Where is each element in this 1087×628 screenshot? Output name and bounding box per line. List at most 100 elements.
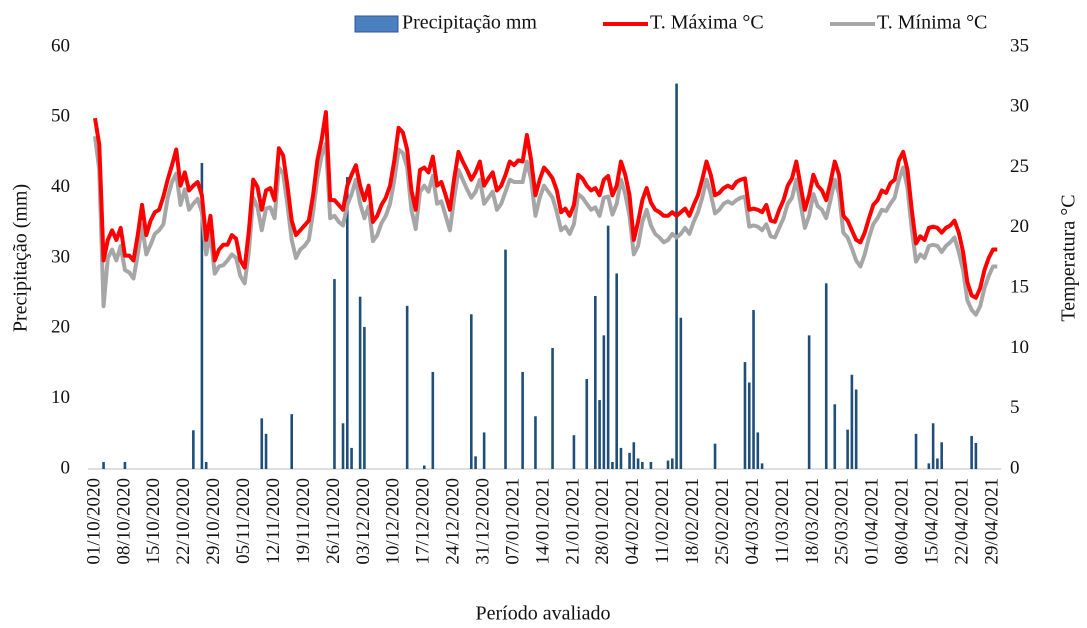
bar <box>743 362 747 469</box>
bar <box>824 283 828 469</box>
x-tick-label: 14/01/2021 <box>532 478 553 565</box>
x-tick-label: 11/03/2021 <box>772 478 793 564</box>
x-tick-label: 12/11/2020 <box>263 478 284 564</box>
bar <box>846 429 849 469</box>
bar <box>521 371 524 469</box>
bar <box>641 461 644 469</box>
y-tick-label: 40 <box>51 176 70 197</box>
bar <box>431 371 435 469</box>
x-tick-label: 21/01/2021 <box>562 478 583 565</box>
bar <box>341 423 345 469</box>
y-tick-label: 10 <box>51 387 70 408</box>
bar <box>102 461 105 469</box>
x-tick-label: 15/04/2021 <box>921 478 942 565</box>
x-tick-label: 29/04/2021 <box>981 478 1002 565</box>
y2-tick-label: 15 <box>1010 277 1029 298</box>
y-axis-title: Precipitação (mm) <box>10 184 32 332</box>
bar <box>333 279 336 469</box>
legend-swatch <box>354 15 399 33</box>
y2-axis-title: Temperatura °C <box>1058 194 1080 321</box>
bar <box>760 463 764 469</box>
bar <box>290 414 294 469</box>
bar <box>675 83 678 469</box>
legend-label: T. Mínima °C <box>877 12 987 34</box>
bar <box>974 442 978 469</box>
y-tick-label: 50 <box>51 106 70 127</box>
x-axis-title: Período avaliado <box>476 603 611 625</box>
bar <box>602 335 606 469</box>
bar <box>482 432 486 469</box>
bar <box>260 418 264 469</box>
bar <box>752 310 755 469</box>
y-tick-label: 0 <box>61 457 71 478</box>
y2-tick-label: 5 <box>1010 397 1020 418</box>
bar <box>807 335 811 469</box>
bar <box>585 378 589 469</box>
bar <box>200 163 204 470</box>
bar <box>350 447 353 469</box>
bar <box>927 463 931 469</box>
bar <box>264 433 268 469</box>
y2-tick-label: 0 <box>1010 457 1020 478</box>
bar <box>358 296 362 469</box>
bar <box>615 273 618 469</box>
bar <box>606 225 610 469</box>
x-tick-label: 18/03/2021 <box>802 478 823 565</box>
x-tick-label: 05/11/2020 <box>233 478 254 564</box>
bar <box>470 314 473 469</box>
bar <box>850 374 854 469</box>
x-tick-label: 15/10/2020 <box>143 478 164 565</box>
bar <box>619 447 623 469</box>
x-tick-label: 29/10/2020 <box>203 478 224 565</box>
x-tick-label: 08/04/2021 <box>892 478 913 565</box>
bar <box>504 249 507 469</box>
y2-tick-label: 30 <box>1010 96 1029 117</box>
bar <box>756 432 760 469</box>
bar <box>474 456 477 469</box>
bar <box>713 443 717 469</box>
bar <box>204 461 208 469</box>
x-tick-label: 22/10/2020 <box>173 478 194 565</box>
bar <box>940 442 943 469</box>
bar <box>833 404 837 469</box>
y2-tick-label: 10 <box>1010 337 1029 358</box>
x-tick-label: 08/10/2020 <box>113 478 134 565</box>
x-tick-label: 19/11/2020 <box>293 478 314 564</box>
bar <box>551 348 554 469</box>
bar <box>534 416 537 469</box>
x-tick-label: 03/12/2020 <box>353 478 374 565</box>
x-tick-label: 18/02/2021 <box>682 478 703 565</box>
bar <box>936 458 939 469</box>
x-tick-label: 22/04/2021 <box>951 478 972 565</box>
y2-tick-label: 25 <box>1010 156 1029 177</box>
bar <box>666 460 670 469</box>
line <box>93 110 998 300</box>
bar <box>632 442 636 469</box>
bar <box>192 430 195 469</box>
y2-tick-label: 35 <box>1010 35 1029 56</box>
x-tick-label: 01/04/2021 <box>862 478 883 565</box>
y-tick-label: 20 <box>51 317 70 338</box>
bar <box>628 452 631 469</box>
bar <box>572 435 576 469</box>
bar <box>123 461 127 469</box>
y2-tick-label: 20 <box>1010 216 1029 237</box>
bar <box>914 433 918 469</box>
x-tick-label: 11/02/2021 <box>652 478 673 564</box>
bar <box>363 326 366 469</box>
x-tick-label: 25/02/2021 <box>712 478 733 565</box>
bar <box>649 461 653 469</box>
bar <box>679 317 683 469</box>
legend-label: T. Máxima °C <box>650 12 764 34</box>
bar <box>747 382 751 469</box>
bar <box>670 458 674 469</box>
bar <box>970 435 973 469</box>
bar <box>594 295 597 469</box>
x-tick-label: 04/02/2021 <box>622 478 643 565</box>
legend-label: Precipitação mm <box>402 12 537 34</box>
line <box>93 135 998 317</box>
x-tick-label: 17/12/2020 <box>413 478 434 565</box>
y-tick-label: 30 <box>51 246 70 267</box>
bar <box>636 458 640 469</box>
